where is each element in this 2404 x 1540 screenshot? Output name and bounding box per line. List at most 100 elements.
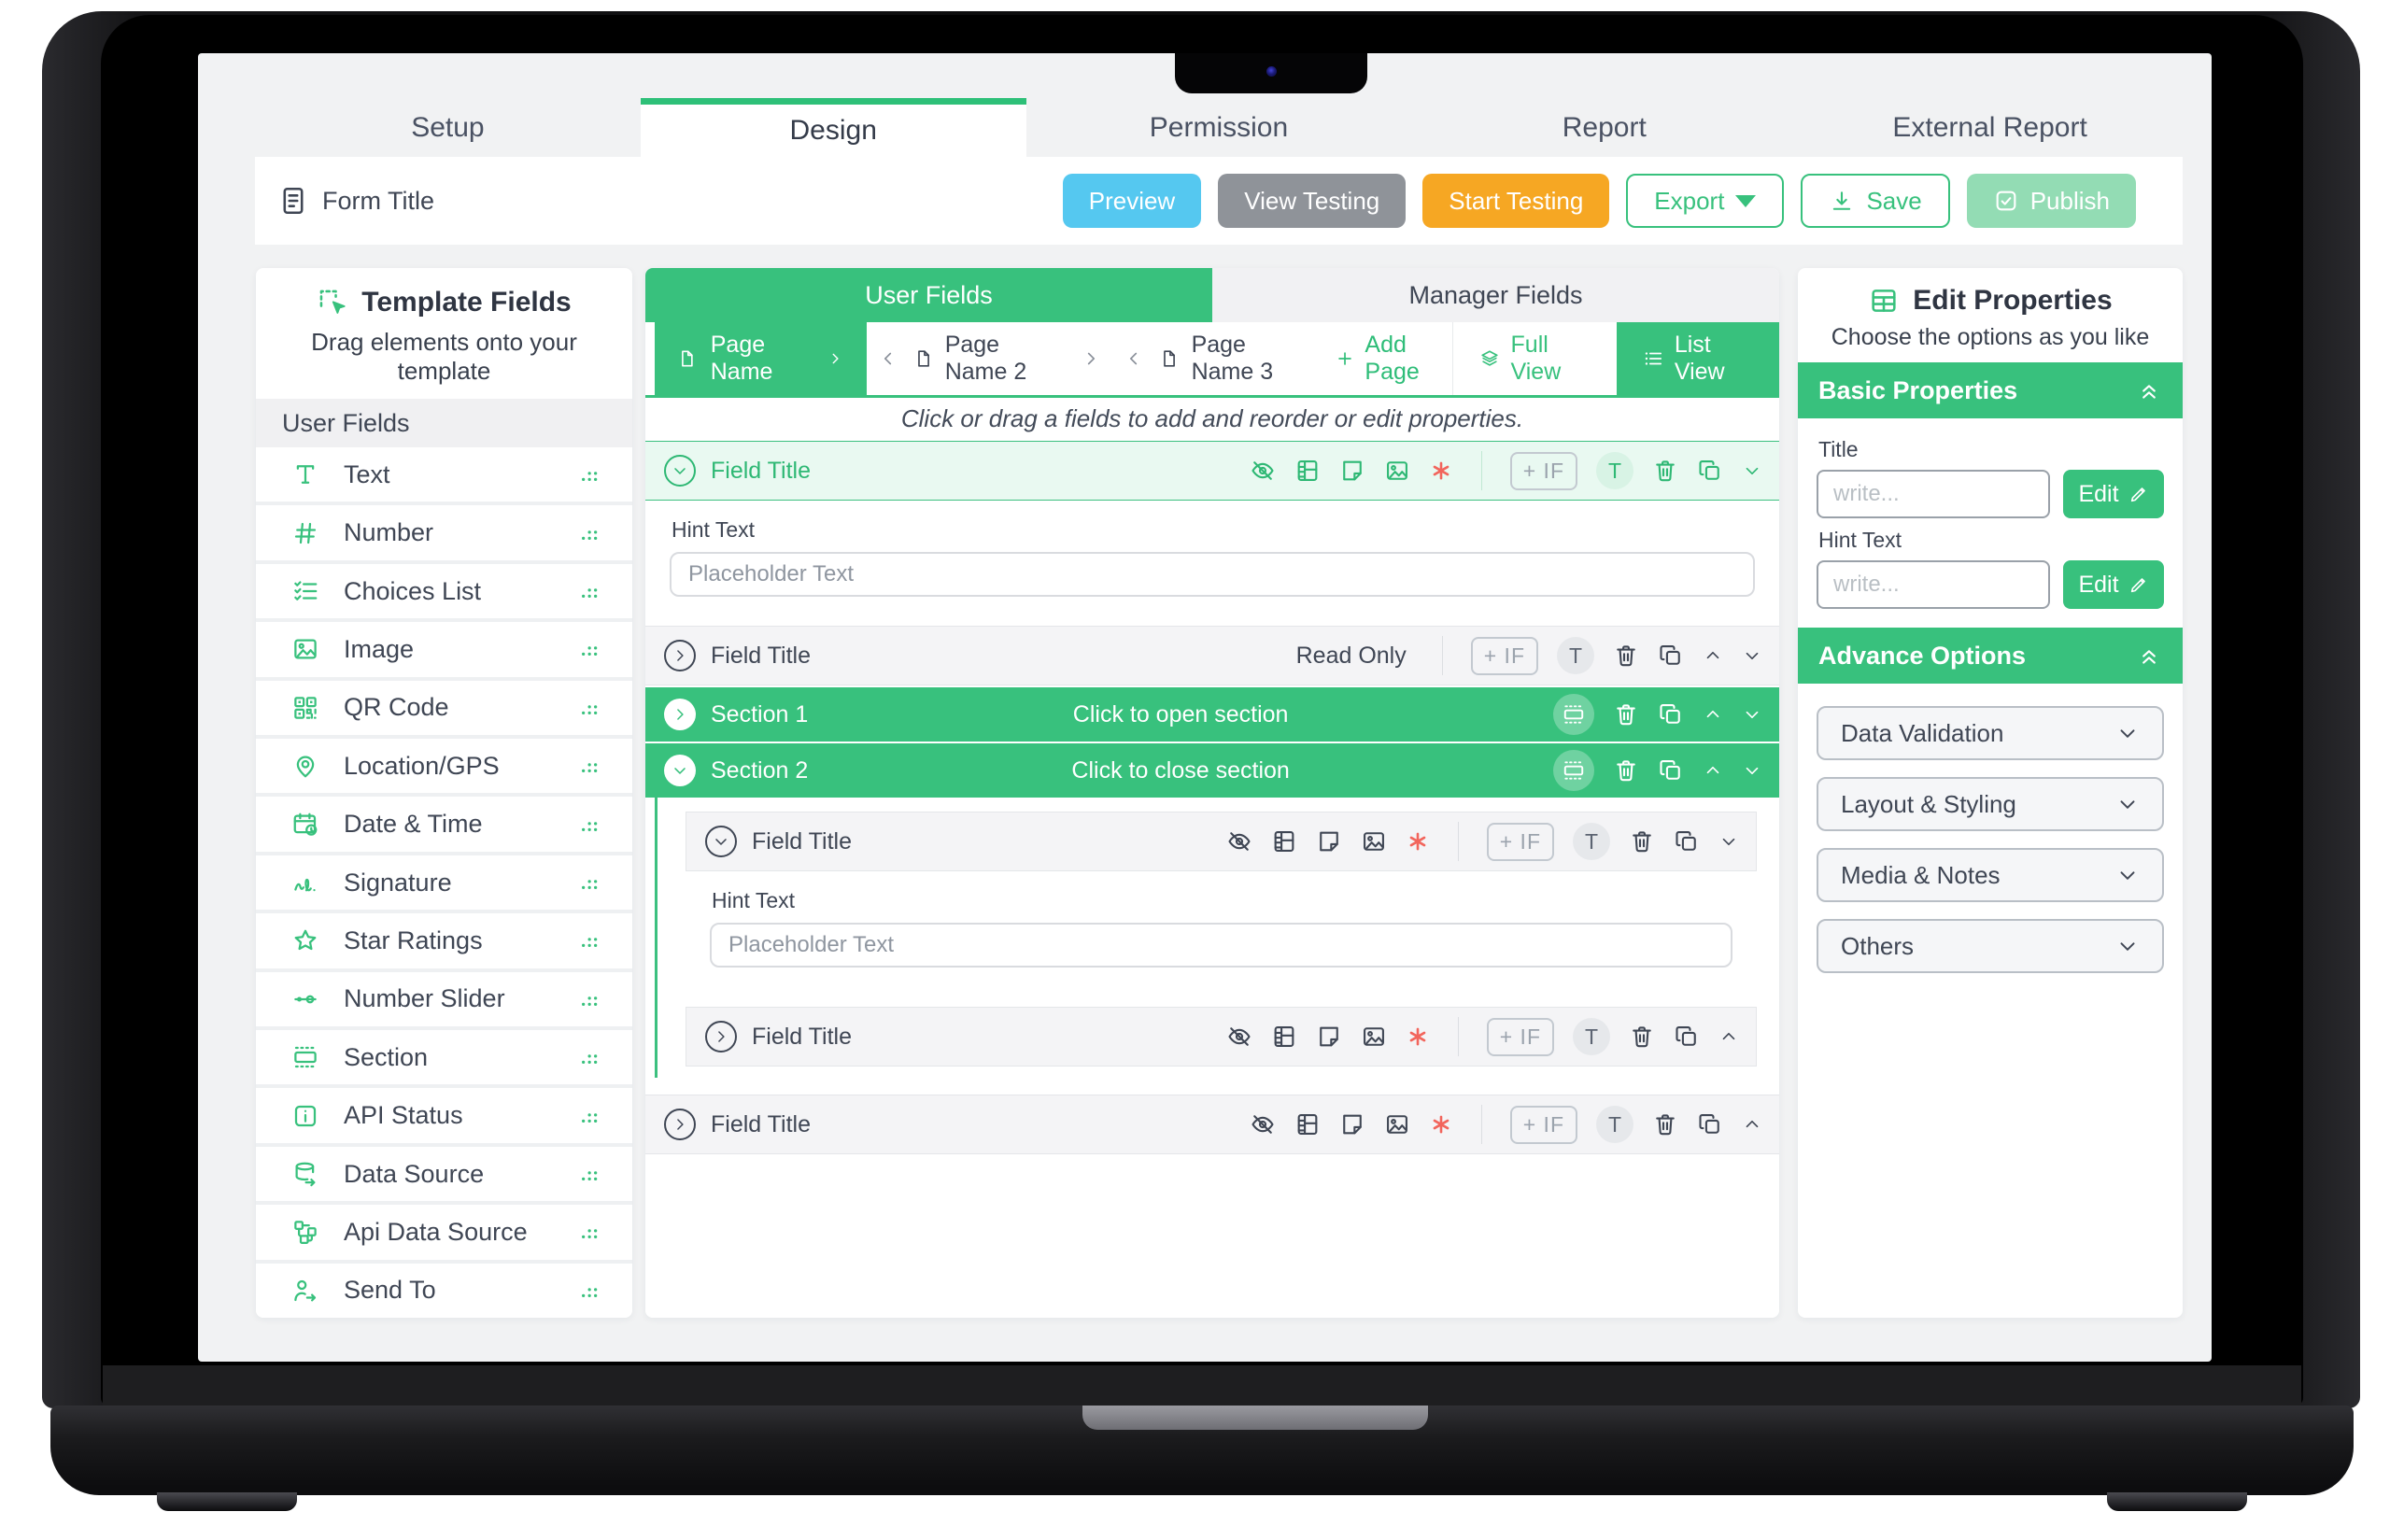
note-icon[interactable] [1339, 1111, 1365, 1137]
tab-report[interactable]: Report [1562, 111, 1647, 143]
image-icon[interactable] [1361, 1024, 1387, 1050]
expand-circle-icon[interactable] [664, 1109, 696, 1140]
move-down-icon[interactable] [1742, 645, 1762, 666]
advance-options-header[interactable]: Advance Options [1798, 628, 2183, 684]
required-asterisk-icon[interactable] [1406, 829, 1430, 854]
trash-icon[interactable] [1613, 701, 1639, 728]
tab-setup[interactable]: Setup [411, 111, 485, 143]
sidebar-item-location[interactable]: Location/GPS [256, 739, 632, 798]
add-page-button[interactable]: Add Page [1335, 322, 1451, 395]
sidebar-item-date-time[interactable]: Date & Time [256, 797, 632, 855]
trash-icon[interactable] [1652, 1111, 1678, 1137]
drag-handle-icon[interactable] [578, 696, 602, 720]
title-input[interactable] [1817, 470, 2050, 518]
dropdown-media-notes[interactable]: Media & Notes [1817, 848, 2164, 902]
field-row-header-collapsed[interactable]: Field Title + IF T [645, 1095, 1779, 1154]
page-tab-2[interactable]: Page Name 2 [910, 322, 1070, 395]
dropdown-data-validation[interactable]: Data Validation [1817, 706, 2164, 760]
page-prev-arrow[interactable] [867, 322, 910, 395]
move-down-icon[interactable] [1742, 760, 1762, 781]
page-prev-arrow[interactable] [1112, 322, 1155, 395]
if-condition-button[interactable]: + IF [1486, 822, 1554, 861]
drag-handle-icon[interactable] [578, 1162, 602, 1186]
if-condition-button[interactable]: + IF [1486, 1017, 1554, 1056]
dropdown-others[interactable]: Others [1817, 919, 2164, 973]
drag-handle-icon[interactable] [578, 812, 602, 837]
drag-handle-icon[interactable] [578, 521, 602, 545]
required-asterisk-icon[interactable] [1429, 1112, 1453, 1137]
chevron-down-icon[interactable] [1718, 831, 1739, 852]
sidebar-item-image[interactable]: Image [256, 622, 632, 681]
full-view-toggle[interactable]: Full View [1451, 322, 1617, 395]
expand-circle-icon[interactable] [705, 1021, 737, 1053]
film-icon[interactable] [1294, 1111, 1321, 1137]
move-down-icon[interactable] [1742, 704, 1762, 725]
page-tab-active[interactable]: Page Name [655, 322, 867, 395]
move-up-icon[interactable] [1718, 1026, 1739, 1047]
sidebar-item-star-ratings[interactable]: Star Ratings [256, 913, 632, 972]
edit-title-button[interactable]: Edit [2063, 470, 2164, 518]
hint-text-input[interactable] [670, 552, 1755, 597]
copy-icon[interactable] [1658, 757, 1684, 784]
tab-design[interactable]: Design [640, 98, 1026, 157]
list-view-toggle[interactable]: List View [1616, 322, 1779, 395]
section-badge-icon[interactable] [1553, 750, 1594, 791]
text-style-button[interactable]: T [1557, 637, 1594, 674]
move-up-icon[interactable] [1703, 704, 1723, 725]
nested-field-row-header-collapsed[interactable]: Field Title + IF T [686, 1007, 1757, 1067]
section-row-2[interactable]: Section 2 Click to close section [645, 743, 1779, 798]
copy-icon[interactable] [1697, 1111, 1723, 1137]
copy-icon[interactable] [1658, 701, 1684, 728]
trash-icon[interactable] [1652, 458, 1678, 484]
drag-handle-icon[interactable] [578, 754, 602, 778]
note-icon[interactable] [1339, 458, 1365, 484]
eye-off-icon[interactable] [1226, 828, 1252, 855]
publish-button[interactable]: Publish [1966, 174, 2136, 228]
text-style-button[interactable]: T [1596, 1106, 1633, 1143]
nested-field-row-header-expanded[interactable]: Field Title + IF T [686, 812, 1757, 871]
trash-icon[interactable] [1613, 757, 1639, 784]
eye-off-icon[interactable] [1226, 1024, 1252, 1050]
sidebar-item-signature[interactable]: Signature [256, 855, 632, 914]
sidebar-item-choices-list[interactable]: Choices List [256, 563, 632, 623]
required-asterisk-icon[interactable] [1429, 459, 1453, 483]
drag-handle-icon[interactable] [578, 1045, 602, 1069]
move-up-icon[interactable] [1742, 1114, 1762, 1135]
save-button[interactable]: Save [1801, 174, 1950, 228]
preview-button[interactable]: Preview [1062, 174, 1202, 228]
drag-handle-icon[interactable] [578, 579, 602, 603]
collapse-circle-icon[interactable] [705, 826, 737, 857]
image-icon[interactable] [1384, 1111, 1410, 1137]
section-row-1[interactable]: Section 1 Click to open section [645, 687, 1779, 742]
text-style-button[interactable]: T [1573, 823, 1610, 860]
film-icon[interactable] [1271, 1024, 1297, 1050]
section-expand-icon[interactable] [664, 699, 696, 730]
section-badge-icon[interactable] [1553, 694, 1594, 735]
copy-icon[interactable] [1658, 643, 1684, 669]
tab-external-report[interactable]: External Report [1892, 111, 2087, 143]
copy-icon[interactable] [1697, 458, 1723, 484]
if-condition-button[interactable]: + IF [1509, 451, 1577, 490]
sidebar-item-api-status[interactable]: API Status [256, 1088, 632, 1147]
text-style-button[interactable]: T [1573, 1018, 1610, 1055]
edit-hint-button[interactable]: Edit [2063, 560, 2164, 609]
drag-handle-icon[interactable] [578, 1220, 602, 1244]
expand-circle-icon[interactable] [664, 640, 696, 671]
page-tab-3[interactable]: Page Name 3 [1155, 322, 1316, 395]
page-next-arrow[interactable] [1069, 322, 1112, 395]
drag-handle-icon[interactable] [578, 928, 602, 953]
drag-handle-icon[interactable] [578, 462, 602, 487]
tab-permission[interactable]: Permission [1149, 111, 1289, 143]
text-style-button[interactable]: T [1596, 452, 1633, 489]
tab-user-fields[interactable]: User Fields [645, 268, 1212, 322]
sidebar-item-api-data-source[interactable]: Api Data Source [256, 1205, 632, 1264]
required-asterisk-icon[interactable] [1406, 1024, 1430, 1049]
note-icon[interactable] [1316, 1024, 1342, 1050]
if-condition-button[interactable]: + IF [1509, 1105, 1577, 1144]
move-up-icon[interactable] [1703, 645, 1723, 666]
image-icon[interactable] [1384, 458, 1410, 484]
image-icon[interactable] [1361, 828, 1387, 855]
view-testing-button[interactable]: View Testing [1218, 174, 1407, 228]
film-icon[interactable] [1294, 458, 1321, 484]
sidebar-item-text[interactable]: Text [256, 447, 632, 506]
